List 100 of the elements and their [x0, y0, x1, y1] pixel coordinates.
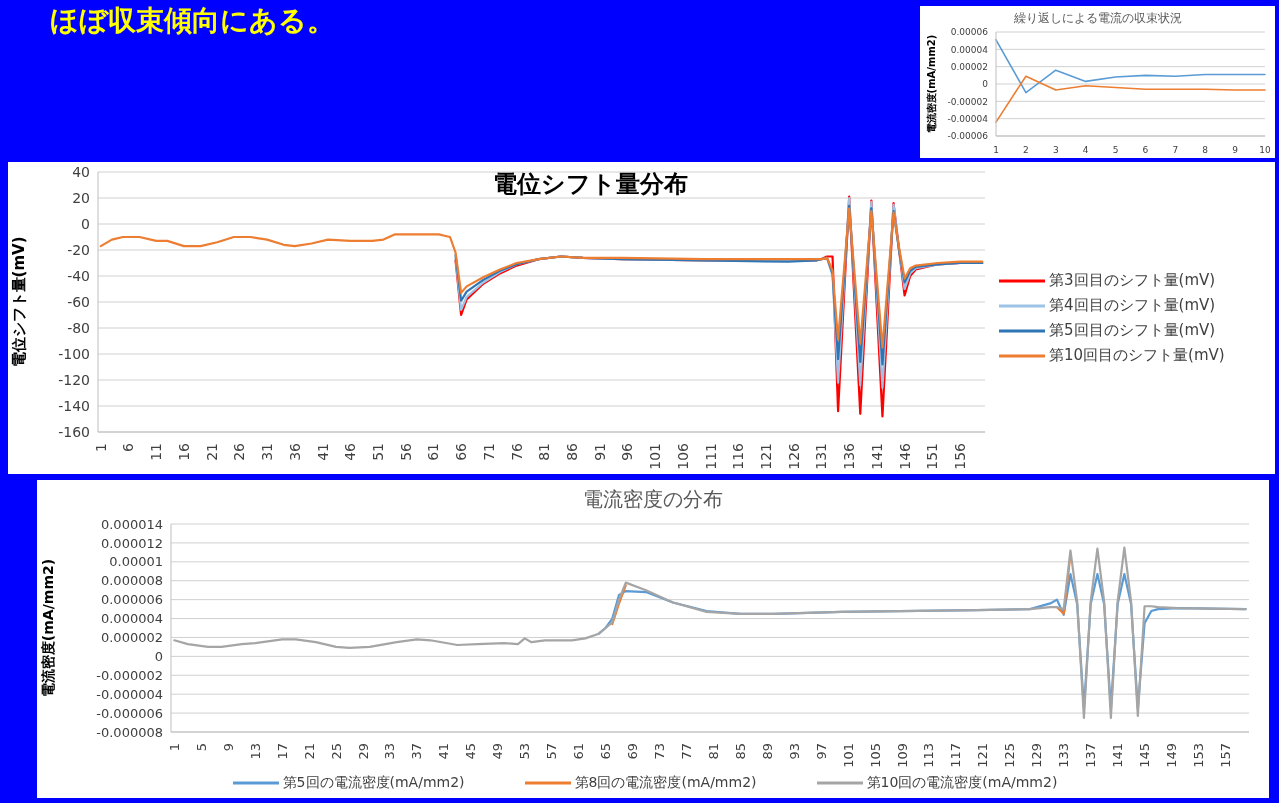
x-tick-label: 31: [259, 443, 276, 461]
y-tick-label: -160: [58, 423, 90, 440]
x-tick-label: 21: [301, 743, 317, 760]
x-tick-label: 85: [732, 743, 748, 760]
x-tick-label: 149: [1164, 743, 1180, 768]
x-tick-label: 101: [647, 443, 664, 470]
x-tick-label: 69: [625, 743, 641, 760]
legend-label: 第10回目のシフト量(mV): [1049, 346, 1225, 365]
line-series: [454, 204, 984, 366]
x-tick-label: 1: [92, 443, 109, 452]
y-tick-label: 0: [982, 79, 989, 90]
y-tick-label: -60: [67, 293, 90, 310]
x-tick-label: 16: [175, 442, 192, 461]
line-series: [995, 75, 1266, 123]
x-tick-label: 3: [1052, 145, 1059, 155]
y-tick-label: -0.00006: [947, 131, 989, 142]
y-tick-label: 0.000008: [100, 573, 163, 589]
x-tick-label: 145: [1137, 743, 1153, 768]
x-tick-label: 91: [591, 443, 608, 461]
x-tick-label: 125: [1002, 743, 1018, 768]
x-tick-label: 2: [1023, 145, 1029, 155]
x-tick-label: 13: [247, 743, 263, 760]
y-tick-label: -140: [58, 397, 90, 414]
chart-title: 電位シフト量分布: [493, 169, 689, 200]
x-tick-label: 45: [463, 743, 479, 760]
x-tick-label: 9: [220, 743, 236, 752]
x-tick-label: 73: [651, 743, 667, 760]
x-tick-label: 81: [705, 743, 721, 760]
x-tick-label: 6: [1142, 145, 1149, 155]
y-tick-label: 20: [72, 189, 90, 206]
y-tick-label: -20: [67, 241, 90, 258]
line-series: [173, 546, 1247, 719]
x-tick-label: 151: [924, 443, 941, 470]
x-tick-label: 49: [490, 743, 506, 760]
y-tick-label: 0.00001: [109, 554, 163, 570]
line-series: [995, 39, 1266, 94]
x-tick-label: 41: [314, 443, 331, 461]
x-tick-label: 9: [1232, 145, 1239, 155]
x-tick-label: 1: [993, 145, 999, 155]
x-tick-label: 5: [193, 743, 209, 752]
x-tick-label: 51: [369, 443, 386, 461]
chart-title: 電流密度の分布: [583, 486, 723, 513]
x-tick-label: 56: [397, 442, 414, 461]
x-tick-label: 41: [436, 743, 452, 760]
x-tick-label: 93: [786, 743, 802, 760]
x-tick-label: 86: [563, 442, 580, 461]
x-tick-label: 136: [841, 442, 858, 470]
x-tick-label: 129: [1029, 743, 1045, 768]
x-tick-label: 117: [948, 743, 964, 768]
x-tick-label: 10: [1259, 145, 1271, 155]
legend-label: 第4回目のシフト量(mV): [1049, 296, 1216, 315]
x-tick-label: 157: [1217, 743, 1233, 768]
x-tick-label: 105: [867, 743, 883, 768]
y-axis-title: 電流密度(mA/mm2): [925, 34, 937, 134]
x-tick-label: 36: [286, 442, 303, 461]
x-tick-label: 97: [813, 743, 829, 760]
x-tick-label: 81: [536, 443, 553, 461]
x-tick-label: 5: [1112, 145, 1119, 155]
x-tick-label: 131: [813, 443, 830, 470]
x-tick-label: 61: [571, 743, 587, 760]
x-tick-label: 71: [480, 443, 497, 461]
y-tick-label: 0.00002: [950, 61, 988, 72]
y-tick-label: 0: [154, 648, 163, 664]
y-axis-title: 電流密度(mA/mm2): [39, 558, 56, 698]
x-tick-label: 141: [868, 443, 885, 470]
x-tick-label: 146: [896, 442, 913, 470]
x-tick-label: 65: [598, 743, 614, 760]
legend-label: 第8回の電流密度(mA/mm2): [574, 774, 757, 792]
x-tick-label: 66: [453, 442, 470, 461]
legend-label: 第5回の電流密度(mA/mm2): [282, 774, 465, 792]
x-tick-label: 33: [382, 743, 398, 760]
x-tick-label: 109: [894, 743, 910, 768]
x-tick-label: 46: [342, 442, 359, 461]
x-tick-label: 25: [328, 743, 344, 760]
x-tick-label: 61: [425, 443, 442, 461]
y-tick-label: 40: [72, 163, 90, 180]
x-tick-label: 141: [1110, 743, 1126, 768]
y-tick-label: -100: [58, 345, 90, 362]
x-tick-label: 26: [231, 442, 248, 461]
x-tick-label: 156: [952, 442, 969, 470]
x-tick-label: 77: [678, 743, 694, 760]
y-tick-label: 0.000012: [100, 535, 163, 551]
x-tick-label: 111: [702, 443, 719, 470]
x-tick-label: 137: [1083, 743, 1099, 768]
x-tick-label: 11: [148, 443, 165, 461]
x-tick-label: 89: [759, 743, 775, 760]
legend-label: 第3回目のシフト量(mV): [1049, 271, 1216, 290]
y-tick-label: -120: [58, 371, 90, 388]
y-tick-label: -0.00002: [947, 96, 988, 107]
x-tick-label: 101: [840, 743, 856, 768]
y-tick-label: 0: [81, 215, 90, 232]
x-tick-label: 113: [921, 743, 937, 768]
x-tick-label: 126: [785, 442, 802, 470]
x-tick-label: 6: [120, 442, 137, 452]
y-tick-label: 0.000004: [100, 611, 163, 627]
y-tick-label: 0.000014: [100, 516, 163, 532]
x-tick-label: 37: [409, 743, 425, 760]
x-tick-label: 1: [166, 743, 182, 752]
x-tick-label: 121: [975, 743, 991, 768]
x-tick-label: 116: [730, 442, 747, 470]
